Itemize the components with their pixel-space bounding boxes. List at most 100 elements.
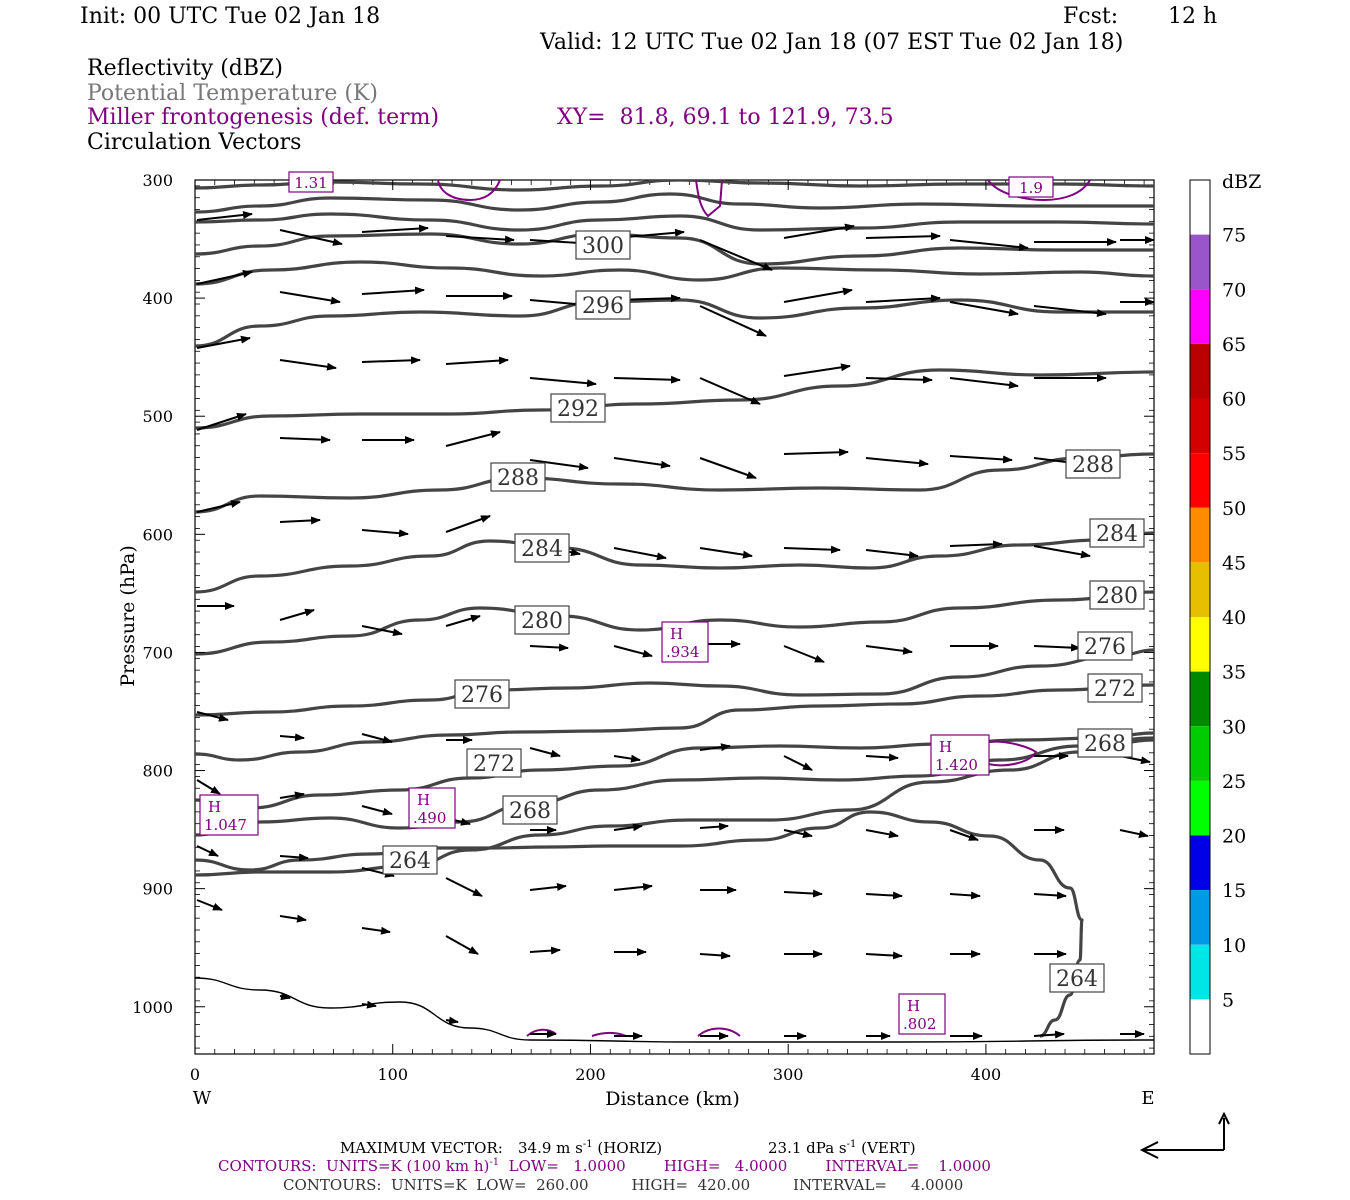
- colorbar-label: 35: [1222, 662, 1246, 684]
- colorbar-segment: [1190, 835, 1210, 891]
- circulation-vector: [445, 356, 509, 365]
- colorbar-segment: [1190, 453, 1210, 508]
- circulation-vector: [445, 1016, 459, 1025]
- circulation-vector: [949, 891, 981, 900]
- theta-label: 272: [473, 752, 515, 777]
- circulation-vector: [445, 614, 481, 627]
- theta-contour-line: [195, 738, 1154, 877]
- circulation-vector: [361, 625, 403, 637]
- circulation-vector: [783, 363, 851, 377]
- theta-label-box: [575, 230, 631, 260]
- theta-label-box: [1049, 963, 1105, 993]
- theta-contour-line: [195, 731, 1154, 810]
- y-tick-label: 1000: [132, 998, 173, 1017]
- frontogenesis-max-box: [408, 787, 456, 829]
- theta-label-box: [454, 679, 510, 709]
- theta-label-box: [1087, 673, 1143, 703]
- colorbar-segment: [1190, 999, 1210, 1054]
- circulation-vector: [783, 645, 825, 663]
- frontogenesis-max-value: .490: [413, 809, 446, 827]
- frontogenesis-contour-line: [987, 740, 1038, 767]
- x-tick-label: 100: [377, 1065, 408, 1084]
- theta-label-box: [514, 533, 570, 563]
- circulation-vector: [279, 992, 291, 1001]
- circulation-vectors: [196, 210, 1154, 1040]
- circulation-vector: [529, 883, 567, 891]
- x-tick-label: 400: [971, 1065, 1002, 1084]
- x-tick-label: 300: [773, 1065, 804, 1084]
- frontogenesis-max-box: [661, 621, 709, 663]
- circulation-vector: [279, 733, 305, 742]
- circulation-vector: [361, 926, 391, 935]
- circulation-vector: [361, 867, 395, 878]
- circulation-vector: [949, 540, 1003, 549]
- colorbar-segment: [1190, 944, 1210, 1000]
- circulation-vector: [613, 547, 667, 561]
- theta-contour-line: [195, 298, 1154, 348]
- circulation-vector: [361, 805, 393, 816]
- circulation-vector: [865, 232, 941, 241]
- colorbar-segment: [1190, 234, 1210, 290]
- theta-contour-line: [195, 212, 1154, 232]
- colorbar-label: 10: [1222, 935, 1246, 957]
- circulation-vector: [783, 287, 853, 303]
- circulation-vector: [949, 301, 1019, 317]
- forecast-label: Fcst:: [1063, 4, 1119, 29]
- circulation-vector: [949, 829, 979, 841]
- colorbar-segment: [1190, 289, 1210, 344]
- frontogenesis-max-mark: H: [907, 997, 920, 1015]
- theta-label-box: [1089, 518, 1145, 548]
- frontogenesis-contour-line: [697, 1027, 741, 1037]
- max-vector-label: MAXIMUM VECTOR:: [340, 1139, 503, 1157]
- x-tick-label: 0: [190, 1065, 200, 1084]
- colorbar-segment: [1190, 343, 1210, 399]
- theta-label: 268: [509, 799, 551, 824]
- theta-label-box: [1089, 580, 1145, 610]
- colorbar-segment: [1190, 507, 1210, 563]
- theta-label-box: [514, 605, 570, 635]
- frontogenesis-max-mark: H: [939, 738, 952, 756]
- circulation-vector: [279, 791, 305, 800]
- circulation-vector: [279, 608, 315, 621]
- frontogenesis-max-box: [898, 993, 946, 1035]
- circulation-vector: [865, 375, 933, 384]
- frontogenesis-max-mark: H: [417, 791, 430, 809]
- circulation-vector: [613, 457, 671, 469]
- circulation-vector: [196, 500, 241, 513]
- circulation-vector: [613, 645, 653, 658]
- colorbar-label: 60: [1222, 389, 1246, 411]
- circulation-vector: [196, 711, 229, 722]
- theta-label: 284: [521, 537, 563, 562]
- frontogenesis-contour-line: [437, 180, 501, 202]
- theta-contour-line: [195, 192, 1154, 214]
- colorbar-segment: [1190, 180, 1210, 235]
- circulation-vector: [865, 645, 913, 655]
- circulation-vector: [699, 377, 761, 405]
- colorbar-label: 40: [1222, 607, 1246, 629]
- circulation-vector: [279, 853, 309, 862]
- circulation-vector: [699, 743, 731, 752]
- circulation-vector: [783, 448, 849, 457]
- theta-label-box: [575, 290, 631, 320]
- horizontal-scale-arrowhead: [1139, 1141, 1159, 1159]
- circulation-vector: [1033, 545, 1091, 559]
- theta-label: 276: [1084, 635, 1126, 660]
- frontogenesis-max-box: [199, 794, 259, 836]
- colorbar-label: 5: [1222, 989, 1234, 1011]
- field-vectors-title: Circulation Vectors: [87, 130, 302, 155]
- theta-label-box: [466, 748, 522, 778]
- colorbar-segment: [1190, 726, 1210, 781]
- circulation-vector: [529, 377, 597, 388]
- circulation-vector: [1033, 643, 1081, 652]
- surface-contour-line: [195, 977, 1154, 1043]
- axes-text: 300 400 500 600 700 800 900 1000 0 100 200 300 400 W E…: [117, 171, 1155, 1110]
- circulation-vector: [949, 239, 1029, 252]
- frontogenesis-max-box: [930, 734, 990, 776]
- circulation-vector: [196, 779, 221, 795]
- theta-contour-info: CONTOURS: UNITS=K LOW= 260.00 HIGH= 420.…: [283, 1176, 964, 1194]
- theta-label-box: [1077, 728, 1133, 758]
- circulation-vector: [613, 754, 641, 763]
- circulation-vector: [279, 291, 341, 305]
- colorbar-label: 30: [1222, 716, 1246, 738]
